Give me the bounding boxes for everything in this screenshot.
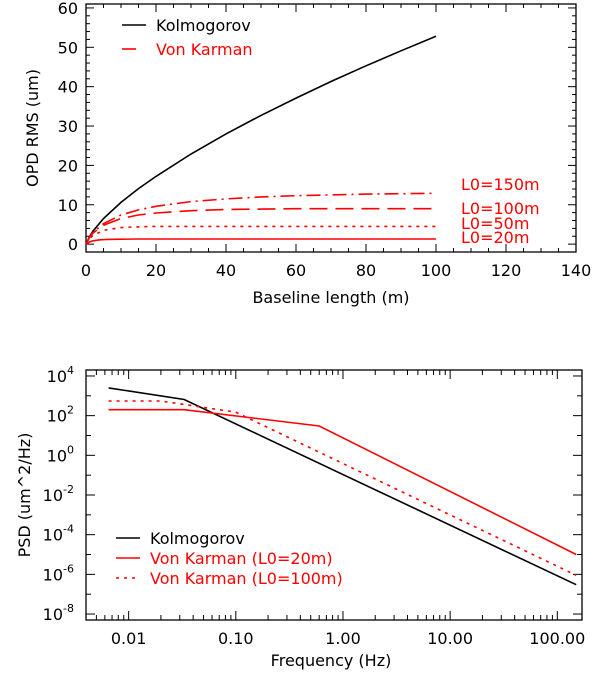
bottom-legend-label: Von Karman (L0=20m) <box>150 549 333 568</box>
bottom-x-axis-label: Frequency (Hz) <box>271 651 392 670</box>
bottom-series-line-2 <box>108 400 577 577</box>
top-series <box>85 35 437 245</box>
top-curve-annotation: L0=50m <box>461 214 529 233</box>
bottom-y-tick-label: 10-8 <box>43 602 74 624</box>
bottom-y-axis-label: PSD (um^2/Hz) <box>15 433 34 558</box>
top-y-tick-label: 10 <box>58 196 78 215</box>
bottom-y-tick-label: 100 <box>47 443 74 465</box>
bottom-legend-label: Kolmogorov <box>150 529 245 548</box>
top-legend: Kolmogorov Von Karman <box>122 16 253 59</box>
bottom-x-tick-label: 0.01 <box>111 629 147 648</box>
top-chart: 0 20 40 60 80 100 120 140 0 10 20 30 40 50 60 L0=150m… <box>23 0 591 307</box>
top-x-tick-label: 140 <box>561 261 592 280</box>
top-x-tick-label: 80 <box>356 261 376 280</box>
bottom-x-tick-label: 100.00 <box>529 629 585 648</box>
top-series-line-3 <box>85 225 436 245</box>
top-x-ticks: 0 20 40 60 80 100 120 140 <box>81 4 591 280</box>
top-y-tick-label: 20 <box>58 156 78 175</box>
bottom-y-tick-label: 102 <box>47 404 74 426</box>
bottom-x-tick-label: 10.00 <box>427 629 473 648</box>
top-x-tick-label: 20 <box>146 261 166 280</box>
top-series-line-0 <box>85 35 437 245</box>
bottom-y-tick-label: 10-6 <box>43 562 74 584</box>
top-y-ticks: 0 10 20 30 40 50 60 <box>58 0 576 254</box>
top-curve-annotation: L0=150m <box>461 175 540 194</box>
top-x-axis-label: Baseline length (m) <box>252 288 409 307</box>
bottom-series <box>108 387 577 586</box>
bottom-legend-label: Von Karman (L0=100m) <box>150 569 343 588</box>
bottom-chart: 0.01 0.10 1.00 10.00 100.00 10-8 10-6 10-4 10-2… <box>15 364 585 670</box>
top-y-tick-label: 40 <box>58 78 78 97</box>
top-series-line-2 <box>85 207 436 245</box>
bottom-series-line-0 <box>108 387 577 586</box>
top-curve-annotation: L0=20m <box>461 228 529 247</box>
top-y-tick-label: 30 <box>58 117 78 136</box>
bottom-y-tick-label: 10-4 <box>43 523 74 545</box>
top-x-tick-label: 60 <box>286 261 306 280</box>
top-y-axis-label: OPD RMS (um) <box>23 69 42 187</box>
top-x-tick-label: 120 <box>491 261 522 280</box>
top-y-tick-label: 0 <box>68 235 78 254</box>
bottom-x-tick-label: 1.00 <box>325 629 361 648</box>
bottom-y-ticks: 10-8 10-6 10-4 10-2 100 102 104 <box>43 364 582 624</box>
bottom-x-ticks: 0.01 0.10 1.00 10.00 100.00 <box>85 370 585 648</box>
bottom-y-tick-label: 104 <box>47 364 74 386</box>
top-x-tick-label: 40 <box>216 261 236 280</box>
top-y-tick-label: 60 <box>58 0 78 18</box>
top-curve-annotation: L0=100m <box>461 199 540 218</box>
top-series-line-1 <box>85 192 437 245</box>
top-y-tick-label: 50 <box>58 38 78 57</box>
bottom-x-tick-label: 0.10 <box>218 629 254 648</box>
top-legend-label: Kolmogorov <box>156 16 251 35</box>
top-series-line-4 <box>85 238 436 245</box>
top-x-tick-label: 100 <box>421 261 452 280</box>
bottom-series-line-1 <box>108 408 577 556</box>
top-legend-label: Von Karman <box>156 40 253 59</box>
bottom-y-tick-label: 10-2 <box>43 483 74 505</box>
top-x-tick-label: 0 <box>81 261 91 280</box>
